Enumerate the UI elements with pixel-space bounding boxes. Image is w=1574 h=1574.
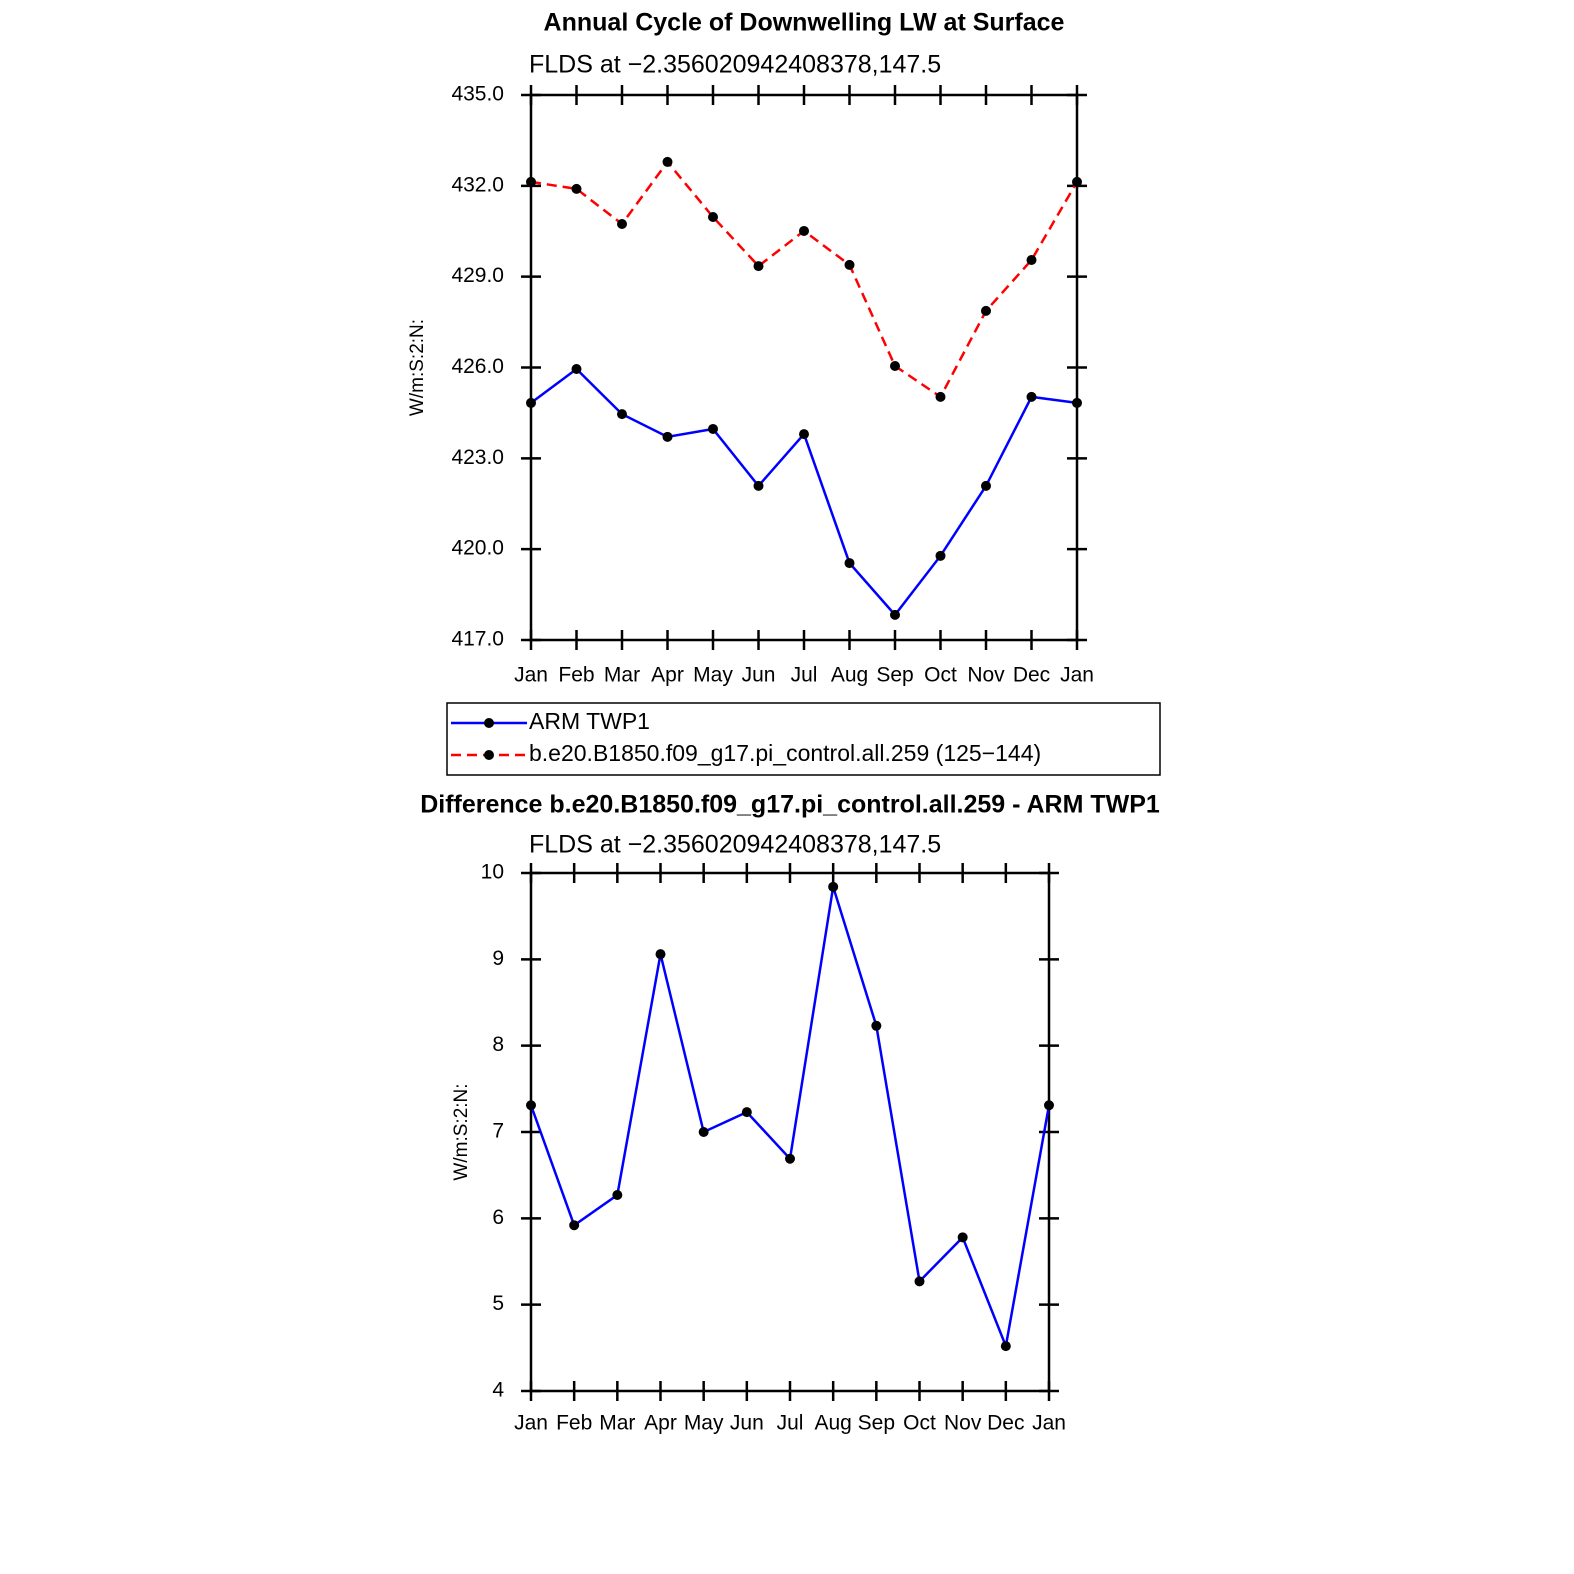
x-tick-label: Aug	[814, 1412, 851, 1435]
x-tick-label: Jan	[1032, 1412, 1066, 1435]
plot-frame	[529, 871, 1051, 1393]
data-point	[571, 364, 582, 375]
y-tick-label: 10	[481, 861, 504, 884]
data-point	[753, 480, 764, 491]
y-axis-label: W/m:S:2:N:	[407, 319, 428, 416]
chart-subtitle: FLDS at −2.356020942408378,147.5	[529, 831, 941, 859]
chart-title: Annual Cycle of Downwelling LW at Surfac…	[544, 9, 1065, 37]
data-point	[844, 558, 855, 569]
x-tick-label: Apr	[651, 664, 684, 687]
y-tick-label: 7	[492, 1120, 504, 1143]
legend-label: b.e20.B1850.f09_g17.pi_control.all.259 (…	[529, 740, 1041, 766]
x-tick-label: Mar	[599, 1412, 635, 1435]
data-point	[890, 360, 900, 371]
data-point	[617, 409, 627, 420]
data-point	[526, 176, 536, 187]
x-tick-label: Apr	[644, 1412, 677, 1435]
data-point	[799, 225, 809, 236]
data-point	[981, 480, 991, 491]
y-tick-label: 432.0	[451, 173, 504, 196]
x-tick-label: Aug	[831, 664, 868, 687]
x-tick-label: Sep	[876, 664, 913, 687]
data-point	[785, 1153, 795, 1164]
legend-marker	[484, 750, 494, 760]
y-tick-label: 429.0	[451, 264, 504, 287]
data-point	[914, 1276, 925, 1287]
y-tick-label: 6	[492, 1206, 504, 1229]
y-axis-label: W/m:S:2:N:	[451, 1083, 472, 1180]
y-tick-label: 9	[492, 947, 504, 970]
data-point	[617, 218, 627, 229]
data-point	[526, 397, 536, 408]
legend-marker	[484, 718, 494, 728]
data-point	[957, 1232, 968, 1243]
x-tick-label: Oct	[924, 664, 957, 687]
x-tick-label: Jan	[514, 1412, 548, 1435]
x-tick-label: Dec	[1013, 664, 1050, 687]
y-tick-label: 417.0	[451, 628, 504, 651]
data-point	[935, 550, 946, 561]
data-point	[569, 1220, 580, 1231]
x-tick-label: Sep	[858, 1412, 895, 1435]
y-tick-label: 5	[492, 1292, 504, 1315]
y-tick-label: 423.0	[451, 446, 504, 469]
x-tick-label: May	[693, 664, 733, 687]
data-point	[662, 156, 673, 167]
data-point	[935, 391, 946, 402]
series-line	[529, 886, 1051, 1351]
y-tick-label: 4	[492, 1379, 504, 1402]
series-line	[530, 159, 1079, 399]
series-line	[530, 367, 1078, 617]
chart-subtitle: FLDS at −2.356020942408378,147.5	[529, 51, 941, 79]
x-tick-label: Oct	[903, 1412, 936, 1435]
data-point	[1000, 1341, 1011, 1352]
chart-title: Difference b.e20.B1850.f09_g17.pi_contro…	[420, 791, 1160, 819]
data-point	[871, 1020, 882, 1031]
y-tick-label: 426.0	[451, 355, 504, 378]
x-tick-label: Jul	[791, 664, 818, 687]
data-point	[1072, 397, 1082, 408]
data-point	[612, 1190, 623, 1201]
data-point	[1026, 391, 1037, 402]
data-point	[741, 1107, 752, 1118]
data-point	[799, 429, 809, 440]
legend-box	[446, 702, 1161, 776]
x-tick-label: Jan	[514, 664, 548, 687]
x-tick-label: Jun	[730, 1412, 764, 1435]
x-tick-label: Feb	[556, 1412, 592, 1435]
x-tick-label: Nov	[944, 1412, 982, 1435]
x-tick-label: Nov	[967, 664, 1005, 687]
data-point	[662, 431, 673, 442]
x-tick-label: Jan	[1060, 664, 1094, 687]
x-tick-label: Dec	[987, 1412, 1024, 1435]
data-point	[708, 212, 718, 223]
data-point	[844, 259, 855, 270]
x-tick-label: Mar	[604, 664, 640, 687]
data-point	[1044, 1100, 1054, 1111]
y-tick-label: 8	[492, 1033, 504, 1056]
data-point	[698, 1127, 709, 1137]
y-tick-label: 435.0	[451, 83, 504, 106]
x-tick-label: Jul	[777, 1412, 804, 1435]
data-point	[571, 183, 582, 194]
plot-frame	[529, 93, 1079, 642]
data-point	[981, 305, 991, 316]
data-point	[526, 1100, 536, 1111]
legend-label: ARM TWP1	[529, 708, 650, 734]
y-tick-label: 420.0	[451, 537, 504, 560]
data-point	[828, 881, 839, 892]
data-point	[753, 261, 764, 272]
data-point	[1072, 176, 1082, 187]
x-tick-label: Jun	[742, 664, 776, 687]
data-point	[1026, 255, 1037, 266]
x-tick-label: Feb	[558, 664, 594, 687]
data-point	[655, 949, 666, 960]
data-point	[890, 609, 900, 620]
x-tick-label: May	[684, 1412, 724, 1435]
data-point	[708, 423, 718, 434]
